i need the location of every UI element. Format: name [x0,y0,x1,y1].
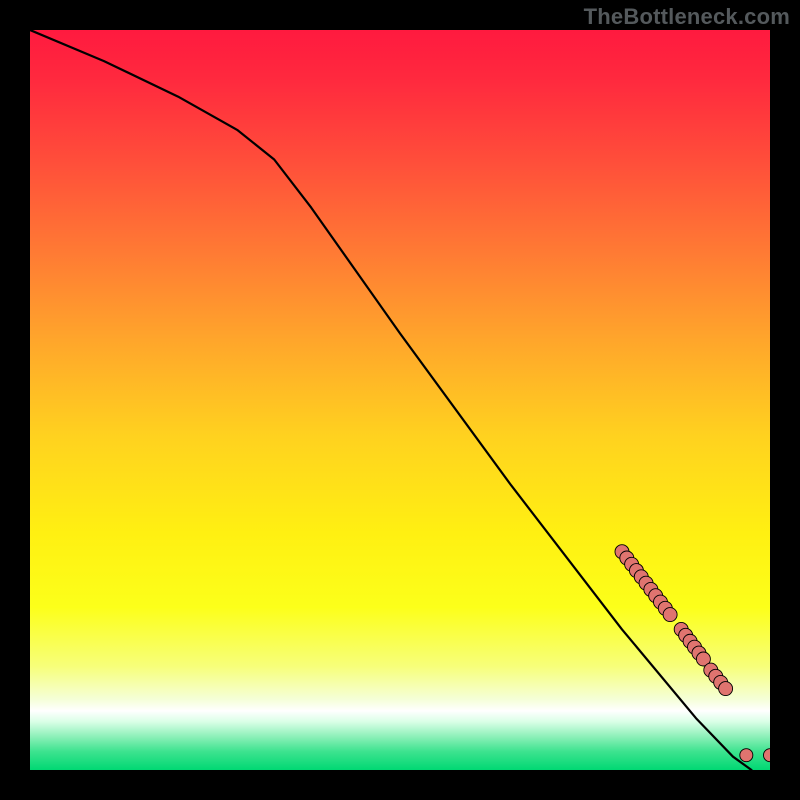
plot-area [30,30,770,770]
chart-svg [30,30,770,770]
chart-root: { "watermark": { "text": "TheBottleneck.… [0,0,800,800]
watermark-text: TheBottleneck.com [584,4,790,30]
data-point-marker [719,682,733,696]
data-point-marker [663,608,677,622]
data-point-marker [740,749,753,762]
gradient-background [30,30,770,770]
